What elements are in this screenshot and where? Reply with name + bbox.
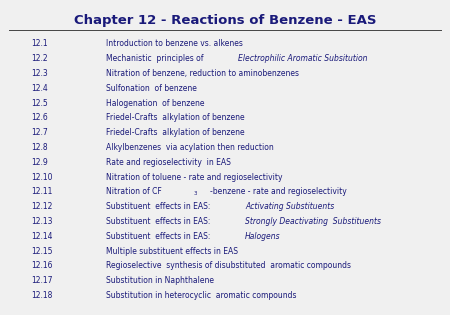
Text: 12.2: 12.2 [32, 54, 48, 63]
Text: Rate and regioselectivity  in EAS: Rate and regioselectivity in EAS [106, 158, 230, 167]
Text: 12.17: 12.17 [32, 276, 53, 285]
Text: 12.10: 12.10 [32, 173, 53, 182]
Text: 12.5: 12.5 [32, 99, 48, 108]
Text: 12.11: 12.11 [32, 187, 53, 197]
Text: Multiple substituent effects in EAS: Multiple substituent effects in EAS [106, 247, 238, 256]
Text: Alkylbenzenes  via acylation then reduction: Alkylbenzenes via acylation then reducti… [106, 143, 274, 152]
Text: Friedel-Crafts  alkylation of benzene: Friedel-Crafts alkylation of benzene [106, 128, 244, 137]
Text: Substitution in Naphthalene: Substitution in Naphthalene [106, 276, 214, 285]
Text: Nitration of benzene, reduction to aminobenzenes: Nitration of benzene, reduction to amino… [106, 69, 299, 78]
Text: Substituent  effects in EAS:: Substituent effects in EAS: [106, 202, 212, 211]
Text: Substituent  effects in EAS:: Substituent effects in EAS: [106, 232, 212, 241]
Text: Substituent  effects in EAS:: Substituent effects in EAS: [106, 217, 212, 226]
Text: Introduction to benzene vs. alkenes: Introduction to benzene vs. alkenes [106, 39, 243, 49]
Text: 12.8: 12.8 [32, 143, 48, 152]
Text: Activating Substituents: Activating Substituents [245, 202, 334, 211]
Text: 3: 3 [194, 191, 198, 196]
Text: 12.16: 12.16 [32, 261, 53, 271]
Text: 12.4: 12.4 [32, 84, 48, 93]
Text: 12.7: 12.7 [32, 128, 48, 137]
Text: 12.6: 12.6 [32, 113, 48, 123]
Text: Nitration of toluene - rate and regioselectivity: Nitration of toluene - rate and regiosel… [106, 173, 282, 182]
Text: Halogens: Halogens [245, 232, 281, 241]
Text: 12.18: 12.18 [32, 291, 53, 300]
Text: 12.3: 12.3 [32, 69, 48, 78]
Text: Substitution in heterocyclic  aromatic compounds: Substitution in heterocyclic aromatic co… [106, 291, 296, 300]
Text: Chapter 12 - Reactions of Benzene - EAS: Chapter 12 - Reactions of Benzene - EAS [74, 14, 376, 27]
Text: 12.12: 12.12 [32, 202, 53, 211]
Text: 12.1: 12.1 [32, 39, 48, 49]
Text: Regioselective  synthesis of disubstituted  aromatic compounds: Regioselective synthesis of disubstitute… [106, 261, 351, 271]
Text: 12.9: 12.9 [32, 158, 48, 167]
Text: -benzene - rate and regioselectivity: -benzene - rate and regioselectivity [210, 187, 347, 197]
Text: Halogenation  of benzene: Halogenation of benzene [106, 99, 204, 108]
Text: Nitration of CF: Nitration of CF [106, 187, 162, 197]
Text: Sulfonation  of benzene: Sulfonation of benzene [106, 84, 197, 93]
Text: 12.13: 12.13 [32, 217, 53, 226]
Text: Strongly Deactivating  Substituents: Strongly Deactivating Substituents [245, 217, 381, 226]
Text: Electrophilic Aromatic Subsitution: Electrophilic Aromatic Subsitution [238, 54, 368, 63]
Text: Mechanistic  principles of: Mechanistic principles of [106, 54, 206, 63]
Text: 12.15: 12.15 [32, 247, 53, 256]
Text: Friedel-Crafts  alkylation of benzene: Friedel-Crafts alkylation of benzene [106, 113, 244, 123]
Text: 12.14: 12.14 [32, 232, 53, 241]
